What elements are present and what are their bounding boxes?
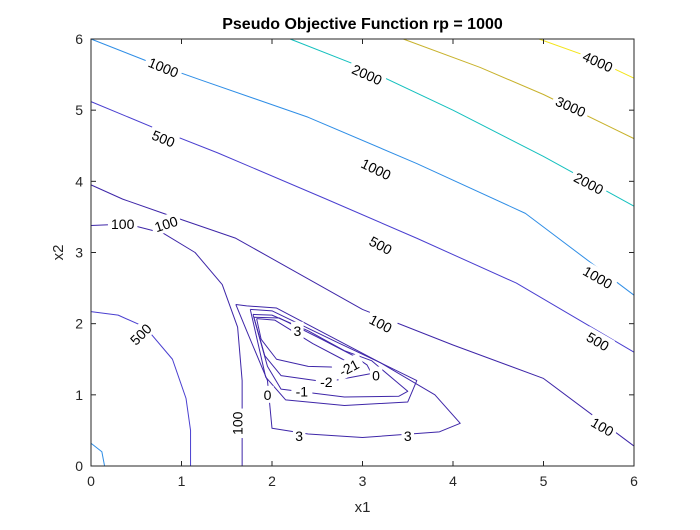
contour-label-text: 0 [264, 387, 272, 403]
contour-label-bg [228, 408, 246, 439]
contour-line-3000-0 [403, 38, 635, 140]
contour-label-bg [146, 124, 181, 152]
x-tick-label: 3 [359, 473, 367, 489]
contour-label-bg [142, 52, 185, 83]
contour-label-bg [331, 352, 366, 382]
contour-label-bg [577, 260, 619, 294]
contour-label-bg [363, 308, 398, 338]
x-tick-label: 2 [268, 473, 276, 489]
contour-label-text: 3 [293, 323, 301, 339]
contour-line-1000-1 [90, 38, 635, 296]
contour-label-bg [401, 427, 414, 445]
contour-label-bg [261, 385, 274, 403]
contour-label-bg [107, 215, 138, 233]
contour-label-bg [149, 210, 183, 237]
contour-label-text: 100 [230, 411, 246, 435]
contour-label-bg [292, 427, 306, 445]
y-tick-label: 2 [75, 316, 83, 332]
contour-label-8: 100 [149, 210, 183, 237]
x-axis-label: x1 [355, 499, 371, 516]
y-tick-label: 6 [75, 31, 83, 47]
x-tick-label: 1 [178, 473, 186, 489]
contour-label-bg [123, 317, 157, 351]
contour-label-bg [291, 321, 304, 339]
contour-label-19: -1 [291, 382, 313, 400]
x-tick-label: 6 [630, 473, 638, 489]
contour-label-bg [315, 373, 337, 391]
contour-label-14: 500 [123, 317, 157, 351]
contour-label-text: 100 [111, 216, 135, 232]
contour-line-100-1 [90, 184, 635, 447]
y-tick-label: 1 [75, 387, 83, 403]
y-tick-label: 0 [75, 458, 83, 474]
x-tick-label: 4 [449, 473, 457, 489]
contour-label-20: 0 [261, 385, 274, 403]
contour-label-text: 3 [404, 428, 412, 444]
x-tick-label: 5 [540, 473, 548, 489]
y-tick-label: 5 [75, 102, 83, 118]
contour-label-21: 100 [228, 408, 246, 439]
contour-line-1000-0 [90, 442, 106, 467]
contour-label-bg [585, 411, 620, 442]
contour-label-bg [363, 230, 398, 260]
contour-label-text: -1 [296, 383, 309, 399]
contour-label-bg [291, 382, 313, 400]
contour-label-bg [550, 90, 592, 122]
y-axis-label: x2 [50, 245, 67, 261]
contour-label-bg [346, 58, 389, 90]
y-tick-label: 4 [75, 173, 83, 189]
contour-label-18: -2 [315, 373, 337, 391]
x-tick-label: 0 [87, 473, 95, 489]
contour-label-text: 100 [153, 213, 180, 236]
contour-label-bg [369, 366, 383, 384]
contour-label-22: 3 [292, 427, 306, 445]
y-tick-label: 3 [75, 245, 83, 261]
contour-label-7: 100 [107, 215, 138, 233]
contour-label-bg [355, 152, 398, 185]
contour-label-23: 3 [401, 427, 414, 445]
contour-label-text: 0 [372, 368, 380, 384]
contour-label-bg [581, 326, 616, 356]
contour-line-1-0 [249, 308, 418, 407]
contour-label-text: 3 [295, 428, 303, 444]
contour-label-bg [568, 166, 610, 200]
contour-line-500-0 [90, 311, 192, 466]
contour-label-15: 3 [291, 321, 304, 339]
contour-label-text: -2 [320, 374, 333, 390]
plot-area [91, 39, 634, 466]
contour-label-bg [577, 45, 619, 77]
contour-line-3-0 [235, 303, 461, 439]
contour-label-17: 0 [369, 366, 383, 384]
chart-title: Pseudo Objective Function rp = 1000 [222, 16, 503, 33]
axis-ticks: 0 1 2 3 4 5 6 0 1 2 3 4 5 6 [75, 31, 638, 489]
